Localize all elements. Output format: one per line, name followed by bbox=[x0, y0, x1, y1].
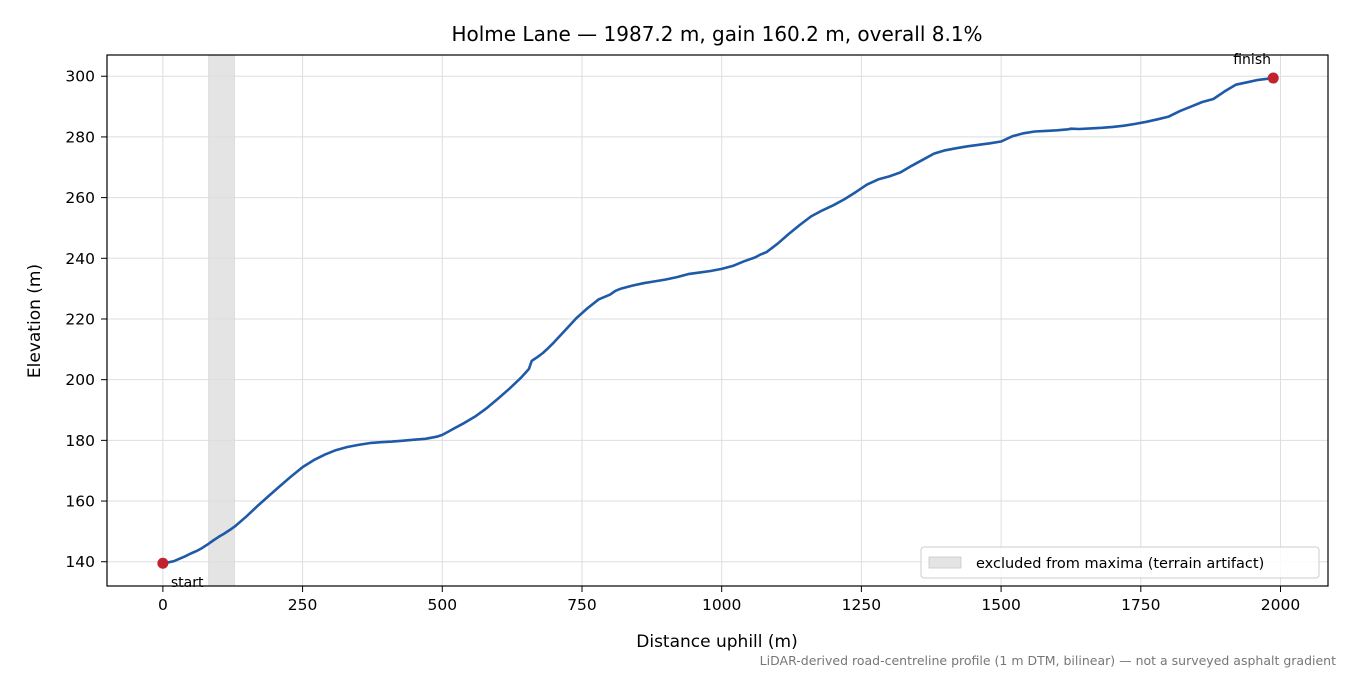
x-tick-label: 750 bbox=[567, 596, 597, 614]
y-tick-label: 240 bbox=[65, 250, 95, 268]
x-tick-label: 1000 bbox=[702, 596, 741, 614]
legend-label-excluded: excluded from maxima (terrain artifact) bbox=[976, 556, 1264, 572]
x-tick-label: 250 bbox=[288, 596, 318, 614]
y-tick-label: 260 bbox=[65, 189, 95, 207]
legend-box bbox=[920, 546, 1320, 579]
x-tick-label: 2000 bbox=[1261, 596, 1300, 614]
grid-layer bbox=[107, 55, 1328, 586]
finish-point bbox=[1267, 72, 1279, 84]
y-tick-label: 280 bbox=[65, 128, 95, 146]
excluded-band bbox=[208, 54, 235, 587]
legend: excluded from maxima (terrain artifact) bbox=[920, 546, 1320, 579]
y-tick-label: 300 bbox=[65, 68, 95, 86]
x-tick-label: 500 bbox=[427, 596, 457, 614]
chart-title: Holme Lane — 1987.2 m, gain 160.2 m, ove… bbox=[451, 22, 982, 46]
x-tick-label: 1500 bbox=[981, 596, 1020, 614]
annotation-layer: start finish bbox=[171, 52, 1271, 591]
series-layer bbox=[161, 76, 1275, 565]
y-tick-label: 200 bbox=[65, 371, 95, 389]
plot-frame bbox=[106, 54, 1329, 587]
y-axis-label: Elevation (m) bbox=[25, 264, 45, 378]
start-label: start bbox=[171, 575, 204, 591]
y-tick-label: 140 bbox=[65, 553, 95, 571]
y-tick-label: 180 bbox=[65, 432, 95, 450]
x-tick-label: 0 bbox=[158, 596, 168, 614]
elevation-profile-line bbox=[161, 76, 1275, 565]
endpoint-layer bbox=[157, 72, 1279, 569]
y-tick-label: 220 bbox=[65, 310, 95, 328]
excluded-band-layer bbox=[208, 54, 235, 587]
y-tick-label: 160 bbox=[65, 493, 95, 511]
footnote: LiDAR-derived road-centreline profile (1… bbox=[760, 653, 1336, 668]
legend-swatch-excluded bbox=[928, 556, 962, 569]
tick-layer: 0 250 500 750 1000 1250 1500 1750 2000 140 160 180 2… bbox=[65, 68, 1300, 614]
x-tick-label: 1250 bbox=[842, 596, 881, 614]
start-point bbox=[157, 557, 169, 569]
finish-label: finish bbox=[1233, 52, 1271, 68]
x-axis-label: Distance uphill (m) bbox=[636, 632, 797, 652]
x-tick-label: 1750 bbox=[1121, 596, 1160, 614]
